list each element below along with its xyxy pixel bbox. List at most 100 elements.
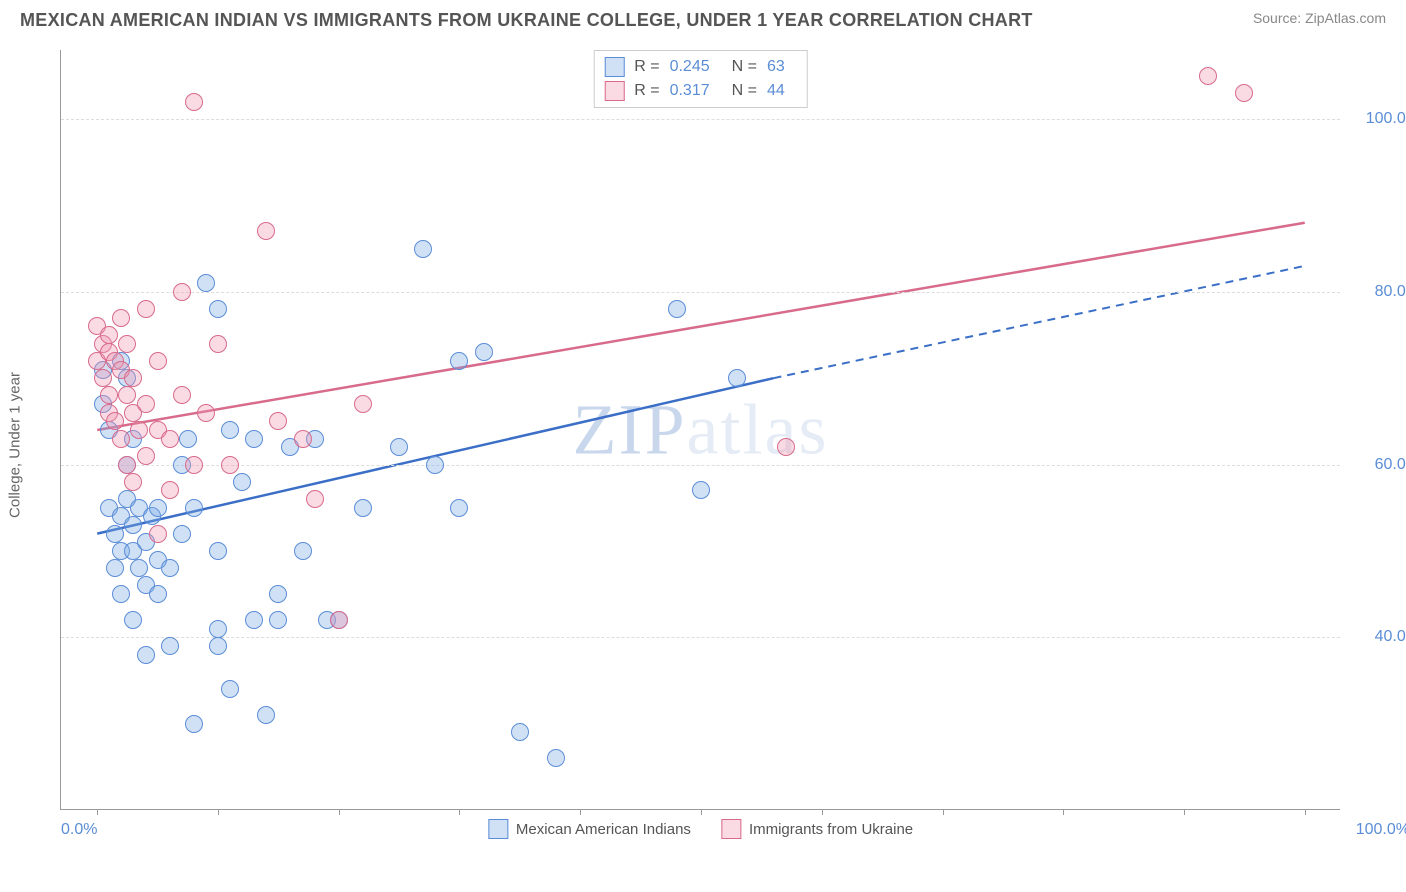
legend-stats: R = 0.245 N = 63 R = 0.317 N = 44 [593,50,808,108]
gridline [61,292,1340,293]
scatter-point [354,499,372,517]
scatter-point [161,430,179,448]
legend-r-label: R = [634,58,659,76]
scatter-point [209,637,227,655]
scatter-point [257,222,275,240]
scatter-point [692,481,710,499]
scatter-point [137,395,155,413]
scatter-point [426,456,444,474]
scatter-point [1235,84,1253,102]
scatter-point [124,473,142,491]
scatter-point [100,326,118,344]
legend-label: Mexican American Indians [516,821,691,838]
scatter-point [161,637,179,655]
x-tick [218,809,219,815]
plot-area: ZIPatlas R =0.245N =63R =0.317N =44 0.0%… [60,50,1340,810]
scatter-point [728,369,746,387]
x-axis-max-label: 100.0% [1356,821,1406,839]
scatter-point [173,525,191,543]
scatter-point [161,481,179,499]
scatter-point [209,542,227,560]
scatter-point [450,352,468,370]
legend-label: Immigrants from Ukraine [749,821,913,838]
scatter-point [269,611,287,629]
chart-title: MEXICAN AMERICAN INDIAN VS IMMIGRANTS FR… [20,10,1033,31]
scatter-point [112,585,130,603]
scatter-point [354,395,372,413]
scatter-point [269,585,287,603]
legend-n-label: N = [732,58,757,76]
x-tick [1184,809,1185,815]
scatter-point [547,749,565,767]
legend-item: Immigrants from Ukraine [721,819,913,839]
scatter-point [185,93,203,111]
scatter-point [269,412,287,430]
legend-stat-row: R = 0.245 N = 63 [604,55,797,79]
scatter-point [185,456,203,474]
scatter-point [149,352,167,370]
x-tick [580,809,581,815]
gridline [61,465,1340,466]
chart-source: Source: ZipAtlas.com [1253,10,1386,26]
scatter-point [209,300,227,318]
scatter-point [221,421,239,439]
legend-r-value: 0.245 [670,58,710,76]
scatter-point [124,611,142,629]
legend-series: Mexican American Indians Immigrants from … [488,819,913,839]
scatter-point [475,343,493,361]
scatter-point [1199,67,1217,85]
scatter-point [185,499,203,517]
gridline [61,637,1340,638]
x-tick [1305,809,1306,815]
scatter-point [777,438,795,456]
y-tick-label: 80.0% [1375,283,1406,301]
scatter-point [294,430,312,448]
scatter-point [137,300,155,318]
scatter-point [149,499,167,517]
scatter-point [257,706,275,724]
legend-n-value: 63 [767,58,785,76]
y-axis-label: College, Under 1 year [7,372,24,518]
legend-n-value: 44 [767,82,785,100]
x-tick [339,809,340,815]
scatter-point [137,646,155,664]
scatter-point [106,412,124,430]
scatter-point [179,430,197,448]
scatter-point [197,274,215,292]
legend-item: Mexican American Indians [488,819,691,839]
scatter-point [124,516,142,534]
legend-n-label: N = [732,82,757,100]
scatter-point [173,283,191,301]
scatter-point [245,430,263,448]
scatter-point [668,300,686,318]
scatter-point [511,723,529,741]
scatter-point [173,386,191,404]
scatter-point [233,473,251,491]
x-tick [459,809,460,815]
watermark: ZIPatlas [573,388,829,471]
scatter-point [118,386,136,404]
scatter-point [130,421,148,439]
x-tick [822,809,823,815]
legend-r-value: 0.317 [670,82,710,100]
scatter-point [197,404,215,422]
scatter-point [294,542,312,560]
legend-swatch [721,819,741,839]
scatter-point [306,490,324,508]
scatter-point [414,240,432,258]
scatter-point [130,559,148,577]
scatter-point [161,559,179,577]
scatter-point [209,335,227,353]
legend-stat-row: R = 0.317 N = 44 [604,79,797,103]
scatter-point [112,309,130,327]
scatter-point [221,680,239,698]
legend-swatch [488,819,508,839]
scatter-point [330,611,348,629]
scatter-point [100,386,118,404]
chart-container: College, Under 1 year ZIPatlas R =0.245N… [60,50,1380,840]
legend-swatch [604,81,624,101]
legend-r-label: R = [634,82,659,100]
scatter-point [149,525,167,543]
y-tick-label: 60.0% [1375,456,1406,474]
scatter-point [94,369,112,387]
